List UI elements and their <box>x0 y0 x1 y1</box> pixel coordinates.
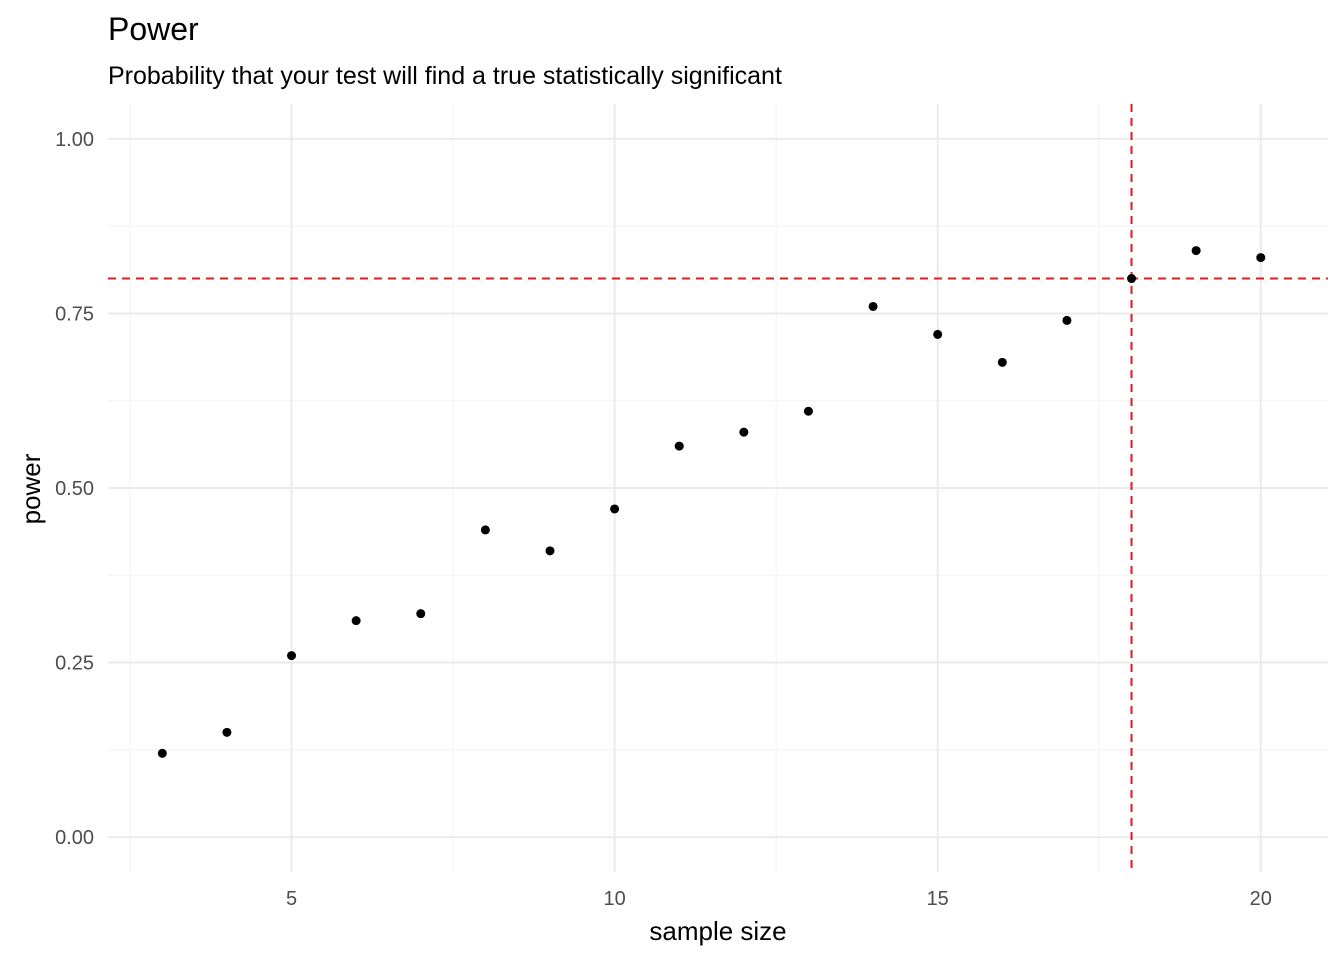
data-point <box>803 406 813 416</box>
data-point <box>739 427 749 437</box>
y-tick-label: 0.25 <box>55 653 94 675</box>
data-point <box>1062 315 1072 325</box>
data-point <box>933 329 943 339</box>
y-tick-label: 0.75 <box>55 303 94 325</box>
data-point <box>157 748 167 758</box>
data-point <box>997 357 1007 367</box>
data-point <box>222 727 232 737</box>
y-tick-label: 0.00 <box>55 827 94 849</box>
data-point <box>1127 274 1137 284</box>
y-axis-title: power <box>16 453 46 524</box>
y-tick-label: 1.00 <box>55 129 94 151</box>
data-point <box>351 616 361 626</box>
data-point <box>545 546 555 556</box>
data-point <box>480 525 490 535</box>
minor-gridlines <box>108 104 1328 872</box>
chart-title: Power <box>108 11 199 47</box>
x-tick-label: 10 <box>603 888 625 910</box>
x-tick-label: 5 <box>286 888 297 910</box>
data-point <box>416 609 426 619</box>
data-point <box>1191 246 1201 256</box>
data-point <box>610 504 620 514</box>
x-axis-ticks: 5 10 15 20 <box>286 888 1272 910</box>
data-point <box>674 441 684 451</box>
x-axis-title: sample size <box>649 916 786 946</box>
data-point <box>868 301 878 311</box>
data-point <box>1256 253 1266 263</box>
x-tick-label: 15 <box>927 888 949 910</box>
y-tick-label: 0.50 <box>55 478 94 500</box>
data-point <box>287 651 297 661</box>
major-gridlines <box>108 104 1328 872</box>
chart-subtitle: Probability that your test will find a t… <box>108 62 782 90</box>
data-points <box>157 246 1266 758</box>
reference-lines <box>108 104 1328 872</box>
x-tick-label: 20 <box>1250 888 1272 910</box>
y-axis-ticks: 0.00 0.25 0.50 0.75 1.00 <box>55 129 94 849</box>
